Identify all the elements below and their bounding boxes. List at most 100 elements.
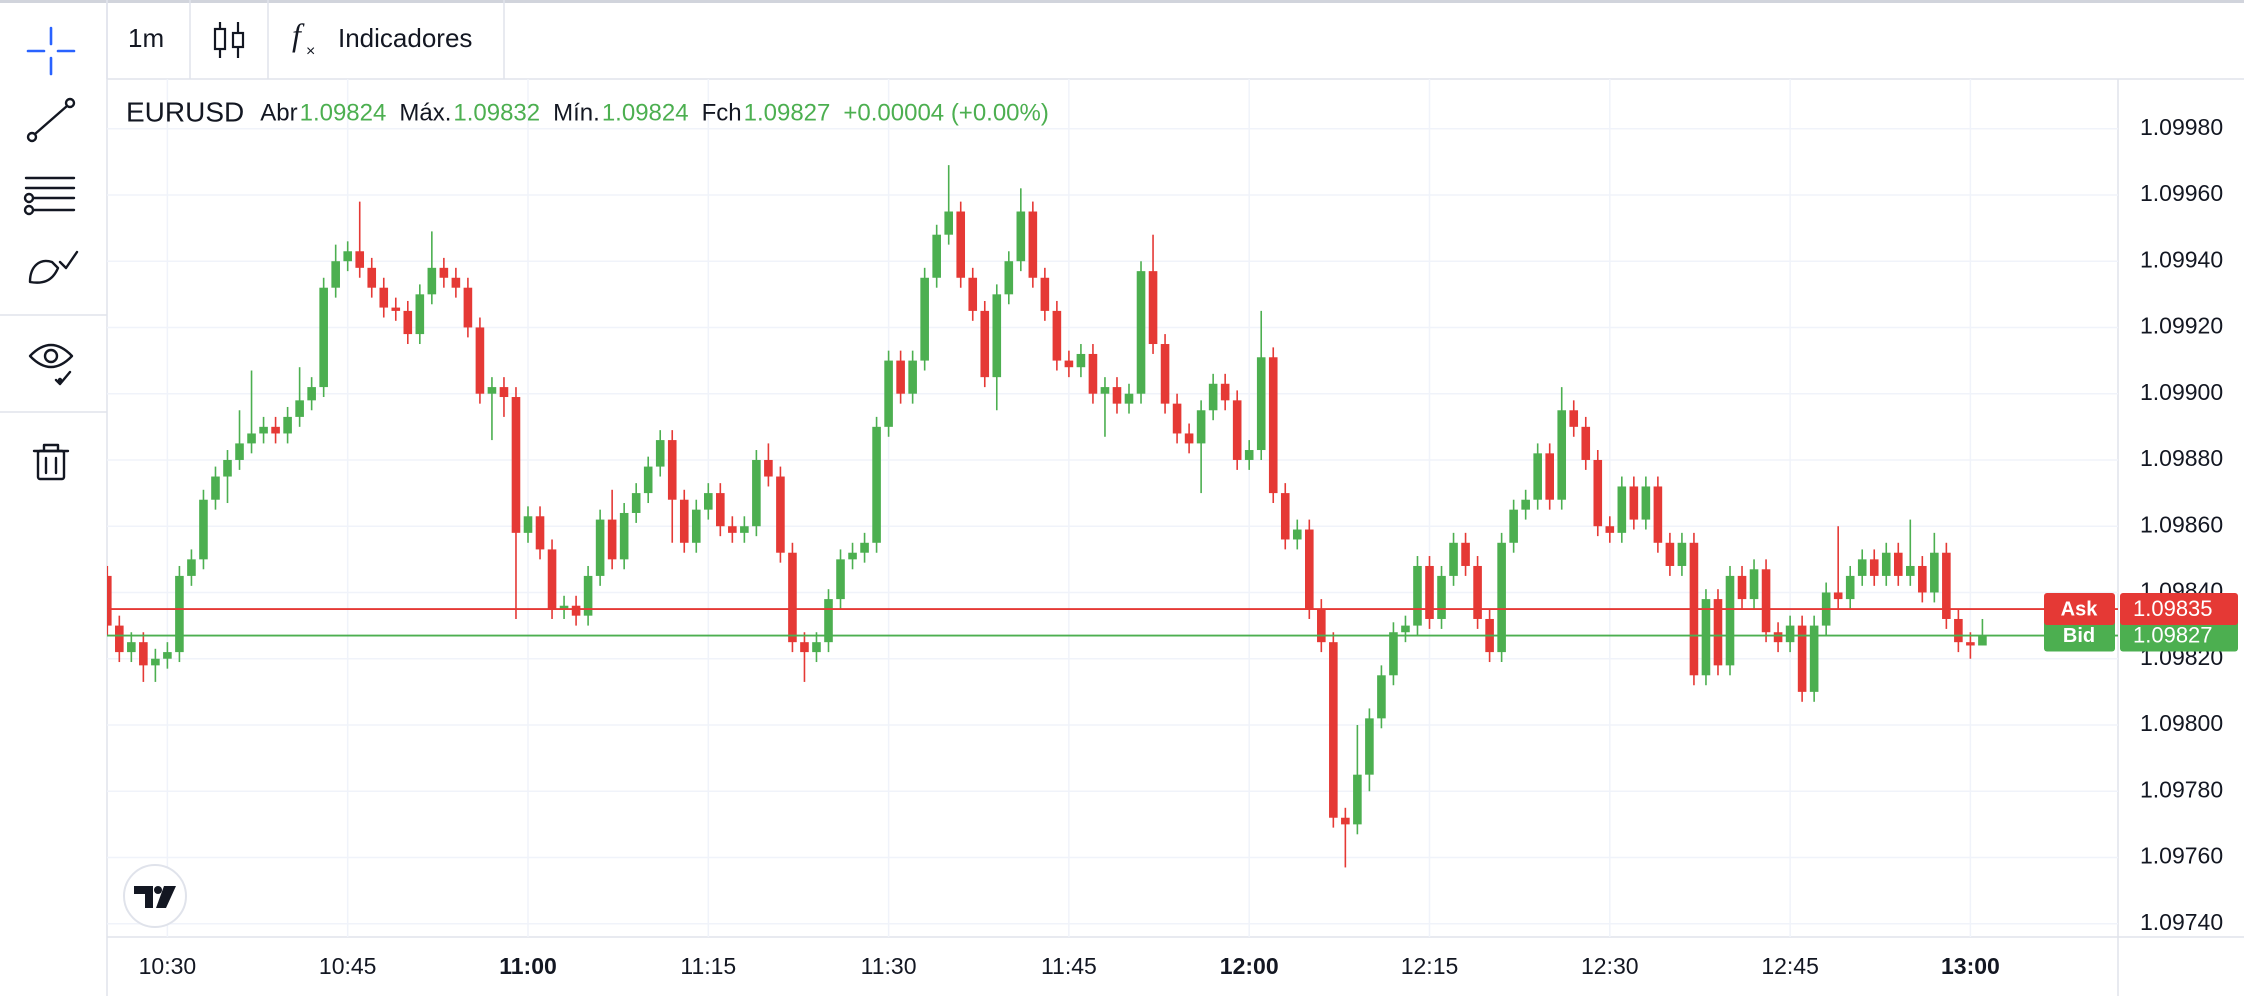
candle-body: [1052, 310, 1062, 361]
candle-body: [1845, 575, 1855, 600]
candle-body: [1292, 529, 1302, 540]
fib-tool[interactable]: [23, 176, 76, 216]
price-badge-value-box: [2120, 619, 2238, 652]
candle-body: [1280, 493, 1290, 540]
candle-body: [1232, 400, 1242, 460]
candle-body: [1701, 599, 1711, 676]
y-tick-label: 1.09960: [2140, 180, 2223, 206]
price-badge-value: 1.09827: [2133, 622, 2213, 647]
candle-body: [824, 599, 833, 643]
visibility-tool[interactable]: [28, 343, 74, 386]
y-tick-label: 1.09900: [2140, 379, 2223, 405]
chart-type-button[interactable]: [213, 22, 245, 58]
candle-body: [319, 287, 328, 388]
candle-body: [992, 294, 1002, 378]
candle-body: [667, 440, 677, 500]
candle-body: [475, 327, 485, 394]
candle-body: [1605, 526, 1615, 533]
candle-body: [259, 426, 268, 434]
candle-body: [836, 559, 845, 600]
candle-body: [1437, 575, 1446, 619]
candle-body: [247, 433, 256, 444]
candle-body: [107, 575, 112, 626]
tv-logo[interactable]: [123, 864, 187, 928]
indicators-button[interactable]: Indicadores: [338, 23, 472, 53]
candle-body: [535, 516, 545, 550]
candle-body: [571, 605, 581, 616]
candle-body: [679, 499, 689, 543]
candle-body: [1749, 569, 1759, 600]
candle-body: [1737, 575, 1747, 600]
legend-text: Abr: [260, 99, 297, 126]
candle-body: [764, 459, 773, 477]
candle-body: [1545, 453, 1554, 500]
candle-body: [235, 443, 244, 460]
candle-body: [1196, 410, 1206, 444]
candle-body: [752, 459, 761, 527]
candle-body: [1761, 569, 1771, 633]
candle-body: [511, 397, 521, 533]
candle-body: [1809, 625, 1819, 692]
legend-text: Mín.: [553, 99, 600, 126]
candle-body: [331, 261, 340, 288]
y-tick-label: 1.09860: [2140, 511, 2223, 537]
candle-body: [980, 310, 990, 378]
candle-body: [559, 605, 569, 610]
candle-body: [1641, 486, 1651, 520]
candle-body: [1653, 486, 1663, 543]
candle-body: [1629, 486, 1639, 520]
crosshair-tool[interactable]: [26, 26, 76, 76]
interval-button[interactable]: 1m: [128, 23, 164, 53]
candle-body: [499, 387, 509, 398]
candle-body: [1930, 552, 1939, 593]
candle-body: [463, 287, 473, 328]
candle-body: [1461, 542, 1470, 566]
x-tick-label: 11:30: [861, 953, 917, 979]
candle-body: [1353, 774, 1362, 825]
delete-tool[interactable]: [32, 443, 70, 481]
candle-body: [583, 575, 593, 616]
grid: [107, 79, 2118, 937]
candles: [107, 165, 1987, 868]
candle-body: [307, 387, 316, 401]
candle-body: [1906, 565, 1915, 576]
candle-body: [1148, 271, 1158, 345]
price-badge-value-box: [2120, 593, 2238, 626]
x-tick-label: 12:45: [1761, 953, 1819, 979]
candle-body: [1425, 565, 1434, 619]
candle-body: [932, 234, 941, 278]
candle-body: [1160, 344, 1170, 404]
candle-body: [199, 499, 208, 560]
candle-body: [920, 277, 929, 361]
candle-body: [1389, 632, 1398, 676]
candle-body: [187, 559, 196, 576]
candle-body: [1341, 817, 1350, 825]
candle-body: [944, 211, 953, 235]
x-tick-label: 11:00: [499, 953, 557, 979]
candle-body: [1220, 383, 1230, 401]
candle-body: [728, 526, 737, 533]
candle-body: [1869, 559, 1879, 576]
candle-body: [631, 493, 641, 513]
price-badge-label-box: [2044, 593, 2115, 626]
price-badge-label-box: [2044, 619, 2115, 652]
x-tick-label: 10:45: [319, 953, 377, 979]
candle-body: [1785, 625, 1795, 643]
y-tick-label: 1.09760: [2140, 843, 2223, 869]
x-tick-label: 12:30: [1581, 953, 1639, 979]
candle-body: [776, 476, 785, 553]
candle-body: [908, 360, 917, 394]
candle-body: [1401, 625, 1410, 633]
y-tick-label: 1.09980: [2140, 114, 2223, 140]
candle-body: [812, 642, 821, 653]
trend-line-tool[interactable]: [26, 97, 76, 143]
candle-body: [1569, 410, 1579, 427]
brush-tool[interactable]: [28, 250, 79, 284]
candle-body: [1064, 360, 1074, 368]
candle-body: [1184, 433, 1194, 444]
candle-body: [1317, 609, 1326, 643]
candle-body: [127, 642, 136, 653]
candle-body: [619, 512, 629, 560]
candle-body: [1581, 426, 1591, 460]
